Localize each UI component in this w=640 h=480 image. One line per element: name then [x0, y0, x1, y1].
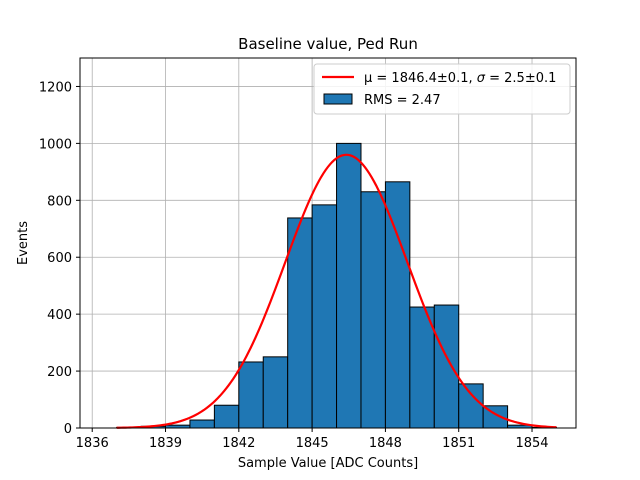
x-axis-title: Sample Value [ADC Counts] — [238, 456, 418, 471]
legend-histogram-label: RMS = 2.47 — [364, 93, 441, 108]
y-axis-title: Events — [16, 221, 31, 265]
plot-frame — [79, 57, 577, 429]
y-tick-label: 1000 — [39, 137, 72, 152]
legend-fit-label-mu: μ = 1846.4±0.1, — [364, 71, 477, 86]
histogram-bar — [384, 181, 411, 429]
y-axis-ticks: 0 200 400 600 800 1000 1200 — [39, 80, 80, 437]
histogram-bar — [311, 204, 338, 429]
y-tick-label: 0 — [64, 422, 72, 437]
histogram-bar — [433, 304, 460, 429]
histogram-bar — [360, 191, 386, 429]
histogram-bar — [213, 404, 240, 429]
chart-title: Baseline value, Ped Run — [238, 35, 418, 53]
x-tick-label: 1854 — [515, 436, 548, 451]
legend-box — [313, 63, 571, 115]
y-tick-label: 200 — [47, 365, 72, 380]
y-tick-label: 800 — [47, 194, 72, 209]
x-tick-label: 1836 — [76, 436, 109, 451]
histogram-bar — [238, 361, 264, 429]
histogram-bar — [458, 383, 484, 429]
histogram-bar — [189, 419, 215, 429]
x-tick-label: 1839 — [149, 436, 182, 451]
y-tick-label: 400 — [47, 308, 72, 323]
x-tick-label: 1842 — [222, 436, 255, 451]
x-tick-label: 1845 — [296, 436, 329, 451]
histogram-bar — [287, 217, 313, 429]
x-tick-label: 1851 — [442, 436, 475, 451]
x-axis-ticks: 1836 1839 1842 1845 1848 1851 1854 — [76, 428, 549, 451]
legend-fit-label-sigma-value: = 2.5±0.1 — [485, 71, 556, 86]
legend-fit-label: μ = 1846.4±0.1, σ = 2.5±0.1 — [364, 71, 556, 86]
histogram-bars — [116, 142, 557, 429]
gaussian-fit-curve — [116, 153, 557, 429]
legend-fit-label-sigma: σ — [477, 71, 486, 86]
histogram-bar — [336, 142, 362, 429]
histogram-bar — [262, 356, 289, 429]
x-tick-label: 1848 — [369, 436, 402, 451]
y-tick-label: 1200 — [39, 80, 72, 95]
y-tick-label: 600 — [47, 251, 72, 266]
legend: μ = 1846.4±0.1, σ = 2.5±0.1 RMS = 2.47 — [313, 63, 571, 115]
legend-histogram-swatch — [323, 93, 353, 105]
